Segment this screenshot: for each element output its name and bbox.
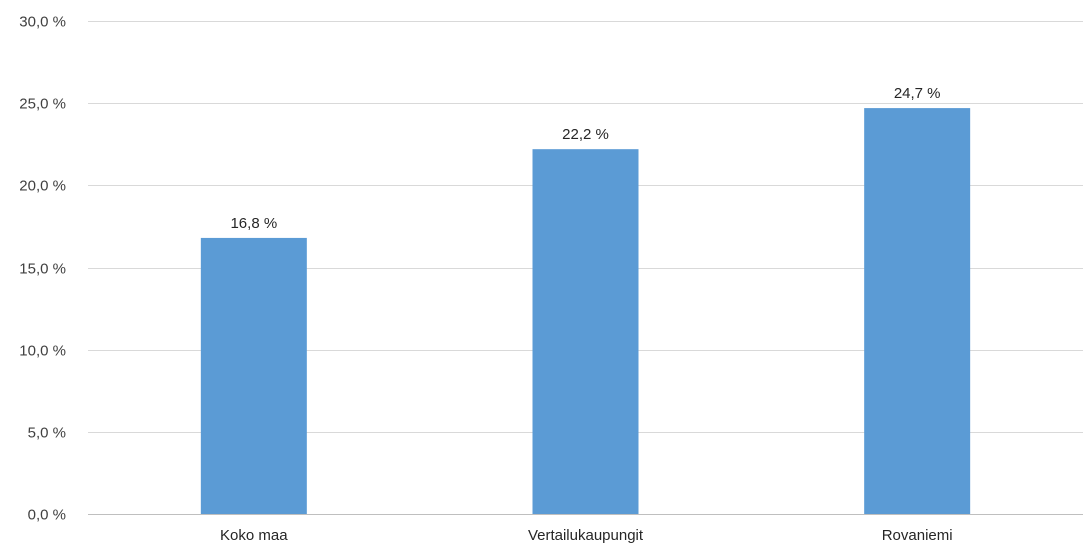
- x-category-label: Rovaniemi: [882, 527, 953, 544]
- y-tick-label: 25,0 %: [19, 96, 66, 113]
- y-tick-label: 0,0 %: [28, 507, 66, 524]
- x-category-label: Vertailukaupungit: [528, 527, 644, 544]
- y-tick-label: 5,0 %: [28, 425, 66, 442]
- x-axis-category-labels: Koko maa Vertailukaupungit Rovaniemi: [220, 527, 953, 544]
- bars: [200, 108, 971, 515]
- x-category-label: Koko maa: [220, 527, 288, 544]
- y-tick-label: 15,0 %: [19, 261, 66, 278]
- bar: [200, 237, 307, 515]
- data-label: 22,2 %: [562, 126, 609, 143]
- bar: [864, 108, 971, 514]
- data-label: 24,7 %: [894, 85, 941, 102]
- y-tick-label: 20,0 %: [19, 178, 66, 195]
- data-labels: 16,8 % 22,2 % 24,7 %: [230, 85, 940, 232]
- bar: [532, 149, 639, 514]
- y-tick-label: 10,0 %: [19, 343, 66, 360]
- y-axis-tick-labels: 0,0 % 5,0 % 10,0 % 15,0 % 20,0 % 25,0 % 30,0 %: [19, 14, 66, 524]
- y-tick-label: 30,0 %: [19, 14, 66, 31]
- data-label: 16,8 %: [230, 215, 277, 232]
